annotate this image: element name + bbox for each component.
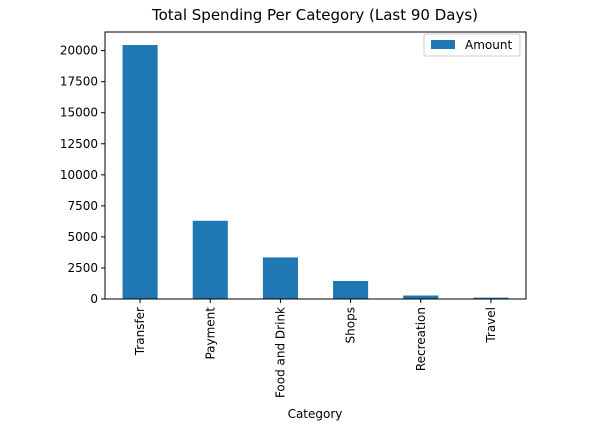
y-tick-label: 2500 xyxy=(67,261,98,275)
x-axis: Transfer Payment Food and Drink Shops Recrea… xyxy=(133,299,498,398)
y-tick-label: 12500 xyxy=(60,137,98,151)
bar-shops xyxy=(333,280,369,299)
bar-transfer xyxy=(122,45,158,299)
bar-travel xyxy=(473,297,509,299)
bar-food-and-drink xyxy=(262,257,298,299)
x-tick-label: Recreation xyxy=(414,307,428,371)
x-tick-label: Payment xyxy=(203,307,217,360)
bars-group xyxy=(122,45,509,299)
y-tick-label: 20000 xyxy=(60,44,98,58)
x-tick-label: Travel xyxy=(484,307,498,344)
legend-box xyxy=(423,33,521,57)
x-tick-label: Shops xyxy=(344,307,358,343)
legend-label: Amount xyxy=(465,38,512,52)
legend-swatch xyxy=(431,40,455,49)
chart-title: Total Spending Per Category (Last 90 Day… xyxy=(151,6,478,24)
y-tick-label: 10000 xyxy=(60,168,98,182)
y-axis: 0 2500 5000 7500 10000 12500 15000 17500 20000 xyxy=(60,44,105,306)
y-tick-label: 15000 xyxy=(60,106,98,120)
y-tick-label: 7500 xyxy=(67,199,98,213)
bar-payment xyxy=(192,220,228,299)
bar-recreation xyxy=(403,295,439,299)
plot-frame xyxy=(104,31,527,300)
x-tick-label: Transfer xyxy=(133,307,147,356)
y-tick-label: 0 xyxy=(90,292,98,306)
y-tick-label: 17500 xyxy=(60,75,98,89)
y-tick-label: 5000 xyxy=(67,230,98,244)
x-tick-label: Food and Drink xyxy=(273,307,287,398)
x-axis-label: Category xyxy=(288,407,343,421)
legend: Amount xyxy=(423,33,521,57)
